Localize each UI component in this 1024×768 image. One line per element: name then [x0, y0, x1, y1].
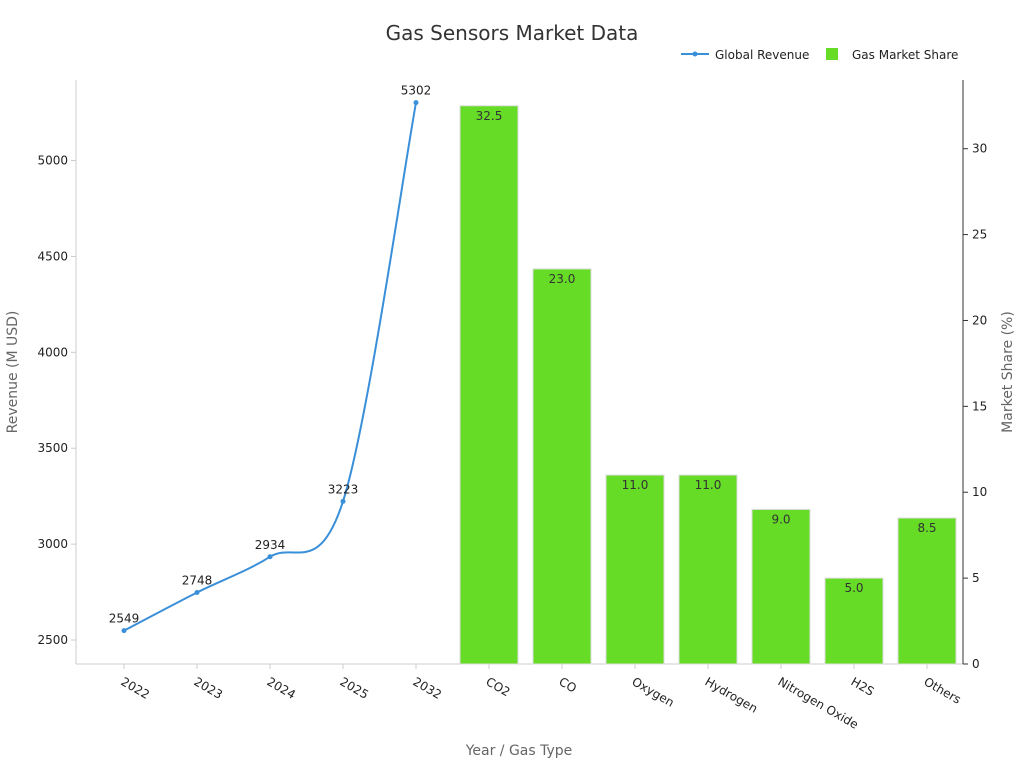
bar-value-label: 5.0	[844, 581, 863, 595]
bar	[532, 268, 592, 665]
x-tick-label: Others	[922, 674, 964, 706]
x-tick-label: 2025	[338, 674, 371, 701]
left-y-tick-label: 3500	[37, 441, 68, 455]
left-y-tick-label: 4000	[37, 345, 68, 359]
bar-value-label: 11.0	[622, 478, 649, 492]
bars: 32.5 23.0 11.0 11.0 9.0 5.0 8.5	[459, 105, 957, 665]
x-tick-label: CO2	[484, 674, 513, 699]
legend-label-revenue: Global Revenue	[715, 48, 809, 62]
chart-title: Gas Sensors Market Data	[386, 21, 639, 45]
bar	[678, 474, 738, 665]
right-y-tick-label: 10	[972, 485, 987, 499]
bar-value-label: 8.5	[917, 521, 936, 535]
bar-value-label: 23.0	[549, 272, 576, 286]
bar	[897, 517, 957, 665]
revenue-point	[267, 554, 273, 560]
right-y-tick-label: 30	[972, 142, 987, 156]
legend-label-share: Gas Market Share	[852, 48, 958, 62]
left-y-tick-label: 2500	[37, 633, 68, 647]
right-y-tick-label: 25	[972, 228, 987, 242]
right-y-ticks: 0 5 10 15 20 25 30	[963, 142, 987, 671]
left-y-ticks: 2500 3000 3500 4000 4500 5000	[37, 154, 76, 647]
left-y-axis-label: Revenue (M USD)	[5, 311, 21, 434]
bar	[605, 474, 665, 665]
right-y-tick-label: 15	[972, 399, 987, 413]
x-tick-label: H2S	[849, 674, 877, 698]
x-tick-label: 2022	[119, 674, 152, 701]
revenue-point	[194, 589, 200, 595]
x-tick-label: CO	[557, 674, 579, 695]
x-tick-label: Hydrogen	[703, 674, 761, 715]
x-axis-label: Year / Gas Type	[465, 743, 573, 759]
legend-bar-swatch	[826, 48, 838, 60]
revenue-point-label: 5302	[401, 84, 432, 98]
line-series: 2549 2748 2934 3223 5302	[109, 84, 432, 634]
left-y-tick-label: 3000	[37, 537, 68, 551]
left-y-tick-label: 4500	[37, 249, 68, 263]
bar-value-label: 9.0	[771, 512, 790, 526]
bar	[751, 508, 811, 665]
right-y-axis-label: Market Share (%)	[1000, 311, 1016, 433]
legend-line-marker	[692, 51, 698, 57]
x-tick-label: 2023	[192, 674, 225, 701]
revenue-point	[340, 498, 346, 504]
right-y-tick-label: 20	[972, 313, 987, 327]
revenue-point-label: 3223	[328, 482, 359, 496]
x-tick-label: 2024	[265, 674, 298, 701]
revenue-point	[121, 628, 127, 634]
bar	[824, 577, 884, 665]
x-tick-label: Oxygen	[630, 674, 677, 709]
left-y-tick-label: 5000	[37, 154, 68, 168]
bar	[459, 105, 519, 665]
right-y-tick-label: 0	[972, 657, 980, 671]
x-tick-label: Nitrogen Oxide	[776, 674, 861, 731]
revenue-point-label: 2549	[109, 612, 140, 626]
revenue-point	[413, 100, 419, 106]
right-y-tick-label: 5	[972, 571, 980, 585]
legend: Global Revenue Gas Market Share	[681, 48, 958, 62]
x-ticks: 2022 2023 2024 2025 2032 CO2 CO Oxygen Hydrogen N…	[119, 664, 964, 732]
axes	[75, 80, 964, 665]
x-tick-label: 2032	[411, 674, 444, 701]
bar-value-label: 11.0	[695, 478, 722, 492]
revenue-point-label: 2748	[182, 573, 213, 587]
bar-value-label: 32.5	[476, 109, 503, 123]
revenue-point-label: 2934	[255, 538, 286, 552]
revenue-line	[123, 102, 417, 632]
